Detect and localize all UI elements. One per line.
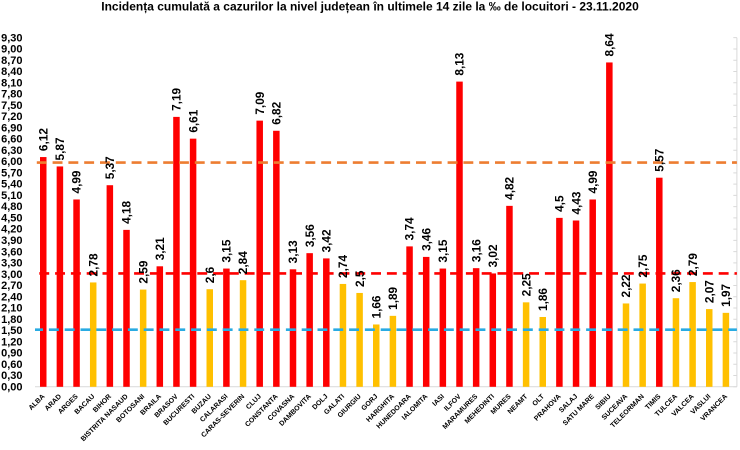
svg-text:6,90: 6,90 [1, 122, 22, 134]
svg-text:5,87: 5,87 [53, 137, 67, 160]
svg-text:1,89: 1,89 [386, 286, 400, 309]
svg-text:2,07: 2,07 [702, 280, 716, 303]
svg-text:5,57: 5,57 [653, 148, 667, 171]
svg-text:1,50: 1,50 [1, 325, 22, 337]
svg-text:1,20: 1,20 [1, 336, 22, 348]
svg-text:3,13: 3,13 [286, 240, 300, 263]
svg-text:3,30: 3,30 [1, 258, 22, 270]
svg-text:2,25: 2,25 [519, 273, 533, 296]
svg-text:2,10: 2,10 [1, 303, 22, 315]
svg-text:9,30: 9,30 [1, 32, 22, 44]
svg-text:4,43: 4,43 [569, 191, 583, 214]
svg-text:3,16: 3,16 [469, 239, 483, 262]
svg-text:2,36: 2,36 [669, 269, 683, 292]
svg-text:Incidența cumulată a cazurilor: Incidența cumulată a cazurilor la nivel … [101, 0, 639, 14]
svg-text:0,00: 0,00 [1, 381, 22, 393]
svg-text:3,42: 3,42 [320, 229, 334, 252]
svg-text:2,78: 2,78 [86, 253, 100, 276]
svg-text:1,86: 1,86 [536, 288, 550, 311]
svg-text:6,30: 6,30 [1, 145, 22, 157]
svg-text:8,13: 8,13 [453, 52, 467, 75]
svg-text:5,10: 5,10 [1, 190, 22, 202]
svg-text:6,61: 6,61 [186, 109, 200, 132]
svg-text:6,00: 6,00 [1, 156, 22, 168]
svg-text:7,09: 7,09 [253, 91, 267, 114]
svg-text:4,18: 4,18 [120, 200, 134, 223]
svg-text:2,59: 2,59 [136, 260, 150, 283]
svg-text:7,19: 7,19 [170, 87, 184, 110]
svg-text:7,50: 7,50 [1, 100, 22, 112]
svg-text:3,90: 3,90 [1, 235, 22, 247]
svg-text:6,82: 6,82 [270, 101, 284, 124]
svg-text:0,30: 0,30 [1, 370, 22, 382]
svg-text:4,82: 4,82 [503, 176, 517, 199]
svg-text:3,02: 3,02 [486, 244, 500, 267]
svg-text:8,70: 8,70 [1, 55, 22, 67]
svg-text:8,64: 8,64 [603, 33, 617, 56]
svg-text:3,56: 3,56 [303, 224, 317, 247]
svg-text:3,15: 3,15 [436, 239, 450, 262]
svg-text:2,79: 2,79 [686, 253, 700, 276]
svg-text:3,60: 3,60 [1, 246, 22, 258]
svg-text:5,70: 5,70 [1, 167, 22, 179]
svg-text:3,46: 3,46 [419, 228, 433, 251]
svg-text:5,40: 5,40 [1, 179, 22, 191]
svg-text:6,60: 6,60 [1, 134, 22, 146]
svg-text:3,00: 3,00 [1, 269, 22, 281]
svg-text:2,74: 2,74 [336, 255, 350, 278]
svg-text:7,80: 7,80 [1, 89, 22, 101]
svg-text:1,80: 1,80 [1, 314, 22, 326]
svg-text:6,12: 6,12 [36, 128, 50, 151]
svg-text:2,75: 2,75 [636, 254, 650, 277]
svg-text:2,6: 2,6 [203, 266, 217, 283]
svg-text:4,99: 4,99 [586, 170, 600, 193]
svg-text:2,5: 2,5 [353, 270, 367, 287]
svg-text:1,97: 1,97 [719, 283, 733, 306]
svg-text:3,15: 3,15 [220, 239, 234, 262]
svg-text:0,90: 0,90 [1, 348, 22, 360]
svg-text:4,99: 4,99 [70, 170, 84, 193]
svg-text:0,60: 0,60 [1, 359, 22, 371]
svg-text:4,20: 4,20 [1, 224, 22, 236]
svg-text:4,50: 4,50 [1, 212, 22, 224]
svg-text:2,70: 2,70 [1, 280, 22, 292]
svg-text:3,21: 3,21 [153, 237, 167, 260]
svg-text:8,10: 8,10 [1, 77, 22, 89]
svg-text:7,20: 7,20 [1, 111, 22, 123]
svg-text:2,40: 2,40 [1, 291, 22, 303]
svg-text:2,22: 2,22 [619, 274, 633, 297]
svg-text:4,80: 4,80 [1, 201, 22, 213]
svg-text:2,84: 2,84 [236, 251, 250, 274]
svg-text:5,37: 5,37 [103, 156, 117, 179]
svg-text:3,74: 3,74 [403, 217, 417, 240]
svg-text:8,40: 8,40 [1, 66, 22, 78]
svg-text:9,00: 9,00 [1, 44, 22, 56]
svg-text:4,5: 4,5 [553, 195, 567, 212]
svg-text:1,66: 1,66 [369, 295, 383, 318]
